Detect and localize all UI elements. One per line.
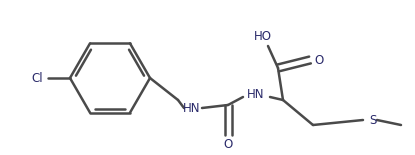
Text: HN: HN [183, 102, 201, 115]
Text: O: O [315, 53, 324, 66]
Text: HN: HN [247, 89, 265, 102]
Text: O: O [223, 139, 233, 151]
Text: HO: HO [254, 29, 272, 42]
Text: S: S [369, 113, 377, 126]
Text: Cl: Cl [31, 71, 43, 84]
